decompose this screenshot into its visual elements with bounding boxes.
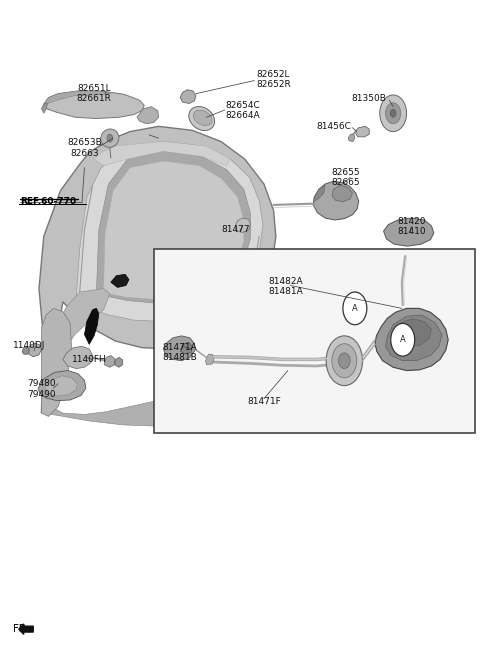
Text: 81477: 81477 bbox=[222, 225, 251, 234]
Polygon shape bbox=[205, 354, 214, 365]
Polygon shape bbox=[385, 315, 442, 361]
Polygon shape bbox=[180, 90, 196, 104]
Polygon shape bbox=[94, 142, 230, 166]
Polygon shape bbox=[39, 127, 276, 413]
Text: REF.60-770: REF.60-770 bbox=[20, 197, 76, 206]
Polygon shape bbox=[394, 319, 432, 346]
Text: 81471F: 81471F bbox=[247, 397, 281, 406]
Text: 82651L
82661R: 82651L 82661R bbox=[77, 84, 111, 104]
Text: A: A bbox=[352, 304, 358, 313]
Polygon shape bbox=[38, 371, 86, 401]
Polygon shape bbox=[137, 107, 158, 124]
Polygon shape bbox=[314, 185, 325, 201]
Circle shape bbox=[380, 95, 407, 132]
Polygon shape bbox=[28, 343, 41, 357]
Polygon shape bbox=[332, 185, 352, 201]
Text: 81420
81410: 81420 81410 bbox=[397, 217, 426, 236]
Polygon shape bbox=[45, 376, 77, 396]
Polygon shape bbox=[313, 181, 359, 220]
Text: 81482A
81481A: 81482A 81481A bbox=[269, 277, 303, 297]
Text: 82653B
82663: 82653B 82663 bbox=[67, 138, 102, 157]
Polygon shape bbox=[375, 308, 448, 371]
Polygon shape bbox=[96, 152, 251, 303]
Polygon shape bbox=[111, 274, 129, 287]
Polygon shape bbox=[44, 91, 111, 104]
Polygon shape bbox=[180, 342, 192, 354]
Polygon shape bbox=[22, 346, 29, 354]
Circle shape bbox=[332, 344, 357, 378]
Text: 82655
82665: 82655 82665 bbox=[331, 168, 360, 187]
Ellipse shape bbox=[193, 110, 212, 125]
Text: A: A bbox=[400, 335, 406, 344]
Text: FR.: FR. bbox=[12, 624, 29, 634]
Bar bbox=[154, 249, 475, 433]
Polygon shape bbox=[104, 161, 244, 299]
Circle shape bbox=[391, 323, 415, 356]
Text: 1140DJ: 1140DJ bbox=[12, 341, 45, 350]
Circle shape bbox=[107, 134, 113, 142]
Text: 79480
79490: 79480 79490 bbox=[27, 379, 56, 399]
Polygon shape bbox=[115, 358, 123, 367]
Text: 81456C: 81456C bbox=[316, 122, 351, 131]
Polygon shape bbox=[41, 104, 48, 113]
Polygon shape bbox=[41, 308, 72, 417]
Bar bbox=[19, 203, 87, 205]
Polygon shape bbox=[235, 218, 251, 232]
Polygon shape bbox=[84, 308, 99, 344]
Polygon shape bbox=[44, 289, 110, 413]
Text: 82654C
82664A: 82654C 82664A bbox=[226, 101, 260, 120]
Ellipse shape bbox=[101, 129, 119, 148]
Polygon shape bbox=[44, 91, 144, 119]
Polygon shape bbox=[104, 356, 115, 367]
Ellipse shape bbox=[189, 106, 215, 131]
Polygon shape bbox=[75, 142, 263, 321]
Polygon shape bbox=[384, 218, 434, 246]
Circle shape bbox=[385, 103, 401, 124]
Polygon shape bbox=[44, 399, 245, 426]
Text: 1140FH: 1140FH bbox=[72, 355, 107, 364]
Polygon shape bbox=[355, 127, 369, 137]
Polygon shape bbox=[63, 346, 93, 369]
Circle shape bbox=[390, 110, 396, 117]
Circle shape bbox=[326, 336, 362, 386]
FancyArrow shape bbox=[19, 624, 33, 634]
Text: FR.: FR. bbox=[12, 624, 29, 634]
Text: 81471A
81481B: 81471A 81481B bbox=[162, 342, 197, 362]
Polygon shape bbox=[163, 336, 194, 361]
Polygon shape bbox=[348, 134, 355, 142]
Circle shape bbox=[343, 292, 367, 325]
Circle shape bbox=[338, 353, 350, 369]
Text: 81350B: 81350B bbox=[352, 94, 387, 104]
Text: 82652L
82652R: 82652L 82652R bbox=[257, 70, 291, 89]
